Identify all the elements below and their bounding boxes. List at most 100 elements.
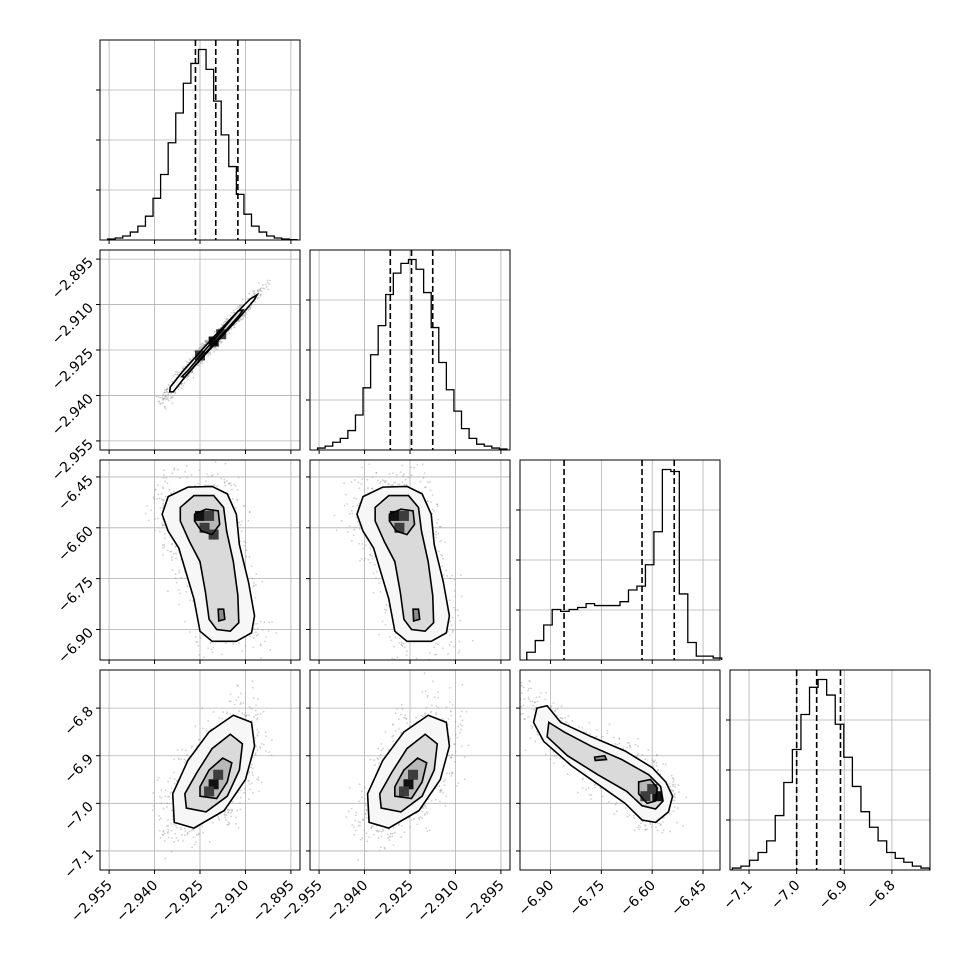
scatter-point — [371, 476, 374, 479]
scatter-point — [237, 826, 240, 829]
scatter-point — [174, 370, 177, 373]
scatter-point — [399, 713, 402, 716]
scatter-point — [197, 482, 200, 485]
scatter-point — [448, 700, 451, 703]
scatter-point — [259, 293, 262, 296]
scatter-point — [271, 621, 273, 623]
scatter-point — [440, 789, 443, 792]
scatter-point — [396, 656, 399, 659]
scatter-point — [156, 779, 159, 782]
scatter-point — [227, 811, 230, 814]
scatter-point — [241, 662, 243, 664]
density-fill — [375, 495, 434, 632]
scatter-point — [260, 781, 263, 784]
scatter-point — [170, 787, 173, 789]
scatter-point — [170, 396, 173, 399]
scatter-point — [452, 667, 454, 669]
scatter-point — [445, 706, 448, 709]
scatter-point — [456, 609, 459, 611]
scatter-point — [423, 712, 426, 715]
scatter-point — [405, 654, 408, 657]
scatter-point — [441, 565, 444, 567]
scatter-point — [254, 300, 257, 303]
scatter-point — [361, 796, 363, 799]
scatter-point — [442, 792, 444, 794]
histogram-step-outline — [526, 468, 723, 660]
scatter-point — [356, 520, 359, 523]
scatter-point — [415, 657, 418, 660]
scatter-point — [358, 487, 361, 490]
scatter-point — [439, 789, 442, 792]
scatter-point — [229, 693, 232, 696]
scatter-point — [358, 542, 360, 545]
scatter-point — [253, 293, 256, 295]
scatter-point — [348, 525, 351, 528]
scatter-point — [261, 580, 264, 583]
scatter-point — [161, 524, 164, 527]
scatter-point — [191, 371, 193, 373]
scatter-point — [377, 830, 380, 833]
x-tick-label: −6.9 — [816, 878, 851, 913]
scatter-point — [442, 780, 445, 783]
scatter-point — [499, 684, 501, 686]
scatter-point — [385, 604, 388, 606]
scatter-point — [449, 756, 452, 759]
scatter-point — [162, 476, 165, 479]
scatter-point — [345, 493, 347, 496]
scatter-point — [178, 571, 181, 574]
scatter-point — [380, 830, 383, 833]
histogram-panel-1 — [306, 249, 511, 454]
scatter-point — [167, 590, 169, 592]
scatter-point — [357, 859, 359, 862]
scatter-point — [454, 750, 457, 753]
scatter-point — [430, 710, 433, 713]
scatter-point — [209, 351, 212, 354]
scatter-point — [418, 818, 421, 821]
scatter-point — [256, 698, 259, 700]
scatter-point — [165, 395, 167, 398]
scatter-point — [378, 582, 381, 585]
x-tick-label: −2.955 — [68, 878, 116, 926]
scatter-point — [431, 493, 434, 496]
scatter-point — [436, 503, 439, 506]
y-tick-label: −6.8 — [61, 704, 96, 739]
scatter-point — [242, 313, 245, 316]
scatter-point — [441, 554, 444, 557]
scatter-point — [350, 481, 353, 484]
scatter-point — [147, 519, 150, 522]
scatter-point — [165, 398, 167, 401]
x-tick-label: −7.1 — [721, 878, 756, 913]
scatter-point — [235, 822, 237, 825]
scatter-point — [202, 343, 205, 346]
scatter-point — [424, 486, 427, 489]
scatter-point — [447, 718, 450, 720]
scatter-point — [613, 813, 616, 815]
scatter-point — [234, 507, 237, 509]
scatter-point — [166, 398, 169, 401]
scatter-point — [386, 833, 389, 836]
scatter-point — [177, 589, 180, 591]
scatter-point — [378, 830, 381, 832]
scatter-point — [233, 483, 236, 486]
scatter-point — [438, 785, 441, 787]
scatter-point — [377, 747, 380, 750]
scatter-point — [261, 629, 264, 632]
scatter-point — [164, 789, 167, 792]
scatter-point — [439, 540, 441, 543]
scatter-point — [356, 504, 359, 507]
scatter-point — [268, 751, 270, 754]
scatter-point — [239, 702, 242, 704]
scatter-point — [422, 477, 425, 480]
scatter-point — [167, 383, 170, 386]
scatter-point — [167, 780, 170, 783]
density-peak — [213, 769, 224, 780]
scatter-point — [166, 482, 169, 485]
histogram-panel-0 — [96, 39, 301, 244]
scatter-point — [390, 639, 392, 642]
scatter-point — [225, 318, 228, 321]
contour-line — [388, 508, 416, 536]
scatter-point — [164, 857, 167, 860]
scatter-point — [417, 816, 420, 819]
scatter-point — [172, 374, 175, 377]
scatter-point — [256, 297, 259, 300]
